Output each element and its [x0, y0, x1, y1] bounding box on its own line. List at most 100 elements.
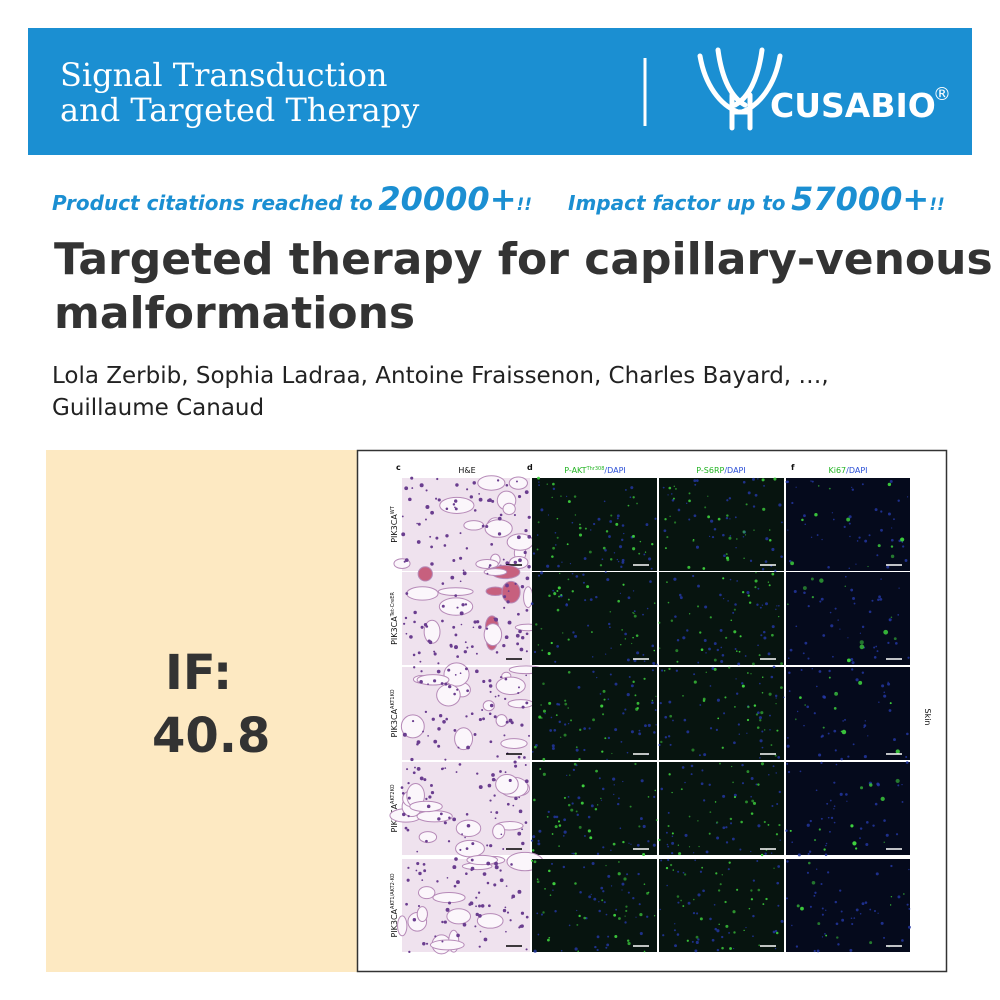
nucleus — [521, 705, 525, 709]
nucleus — [520, 911, 525, 915]
nucleus — [677, 901, 680, 904]
signal — [588, 550, 592, 554]
nucleus — [433, 739, 438, 744]
nucleus — [880, 510, 883, 513]
nucleus — [757, 644, 759, 647]
tagline-value: 57000+ — [791, 180, 929, 218]
nucleus — [550, 716, 553, 719]
tissue-blob — [432, 892, 466, 904]
nucleus — [423, 869, 427, 873]
nucleus — [479, 930, 482, 933]
signal — [610, 514, 613, 517]
nucleus — [620, 538, 624, 542]
nucleus — [685, 502, 688, 505]
nucleus — [496, 755, 499, 758]
tissue-blob — [495, 774, 519, 795]
signal — [715, 872, 718, 875]
nucleus — [667, 494, 669, 496]
nucleus — [647, 840, 650, 843]
nucleus — [853, 917, 856, 919]
nucleus — [761, 746, 764, 749]
signal — [552, 546, 555, 550]
nucleus — [595, 676, 598, 679]
signal — [855, 847, 858, 850]
nucleus — [577, 796, 581, 800]
signal — [693, 680, 697, 684]
fluor-bg — [786, 478, 910, 571]
nucleus — [722, 597, 725, 600]
nucleus — [677, 870, 680, 873]
nucleus — [667, 811, 670, 814]
nucleus — [863, 726, 865, 729]
nucleus — [478, 625, 482, 629]
nucleus — [523, 756, 526, 759]
nucleus — [424, 518, 427, 521]
signal — [660, 740, 663, 744]
nucleus — [662, 486, 665, 489]
nucleus — [453, 692, 456, 696]
nucleus — [731, 837, 735, 841]
nucleus — [489, 703, 494, 708]
signal — [579, 523, 581, 526]
nucleus — [537, 574, 541, 577]
nucleus — [675, 669, 679, 672]
nucleus — [832, 655, 834, 658]
nucleus — [505, 583, 509, 588]
nucleus — [757, 478, 759, 480]
nucleus — [763, 485, 765, 487]
nucleus — [405, 592, 409, 595]
nucleus — [886, 565, 890, 569]
nucleus — [676, 933, 680, 936]
nucleus — [839, 792, 843, 796]
nucleus — [574, 947, 578, 951]
nucleus — [413, 610, 417, 615]
nucleus — [595, 595, 598, 599]
signal — [624, 638, 627, 640]
signal — [574, 514, 577, 516]
signal — [799, 696, 802, 699]
signal — [636, 701, 640, 705]
nucleus — [443, 544, 447, 547]
nucleus — [715, 728, 719, 731]
nucleus — [601, 787, 605, 791]
nucleus — [842, 720, 844, 722]
signal — [548, 701, 552, 705]
nucleus — [624, 921, 627, 924]
signal — [705, 671, 707, 674]
signal — [852, 841, 857, 846]
nucleus — [769, 714, 771, 717]
panel-letter: d — [527, 463, 533, 472]
signal — [668, 486, 672, 490]
nucleus — [835, 763, 838, 766]
nucleus — [443, 821, 447, 825]
nucleus — [764, 852, 767, 855]
nucleus — [750, 777, 754, 780]
nucleus — [818, 670, 822, 673]
nucleus — [513, 560, 518, 565]
nucleus — [852, 597, 855, 600]
nucleus — [406, 768, 409, 771]
nucleus — [652, 843, 656, 847]
signal — [573, 495, 577, 498]
nucleus — [660, 787, 664, 791]
row-sup: AKT1/AKT2-KO — [390, 873, 396, 909]
signal — [753, 529, 755, 531]
nucleus — [629, 496, 632, 499]
tissue-blob — [443, 662, 470, 687]
signal — [748, 907, 751, 910]
nucleus — [444, 767, 447, 769]
nucleus — [670, 852, 674, 855]
nucleus — [841, 918, 845, 922]
signal — [773, 477, 777, 481]
nucleus — [763, 630, 766, 634]
nucleus — [726, 499, 729, 502]
signal — [575, 746, 578, 749]
nucleus — [648, 557, 652, 561]
signal — [701, 866, 704, 869]
nucleus — [416, 540, 421, 544]
signal — [578, 825, 582, 829]
nucleus — [447, 840, 451, 843]
nucleus — [464, 641, 467, 644]
nucleus — [478, 492, 481, 495]
nucleus — [864, 901, 868, 904]
